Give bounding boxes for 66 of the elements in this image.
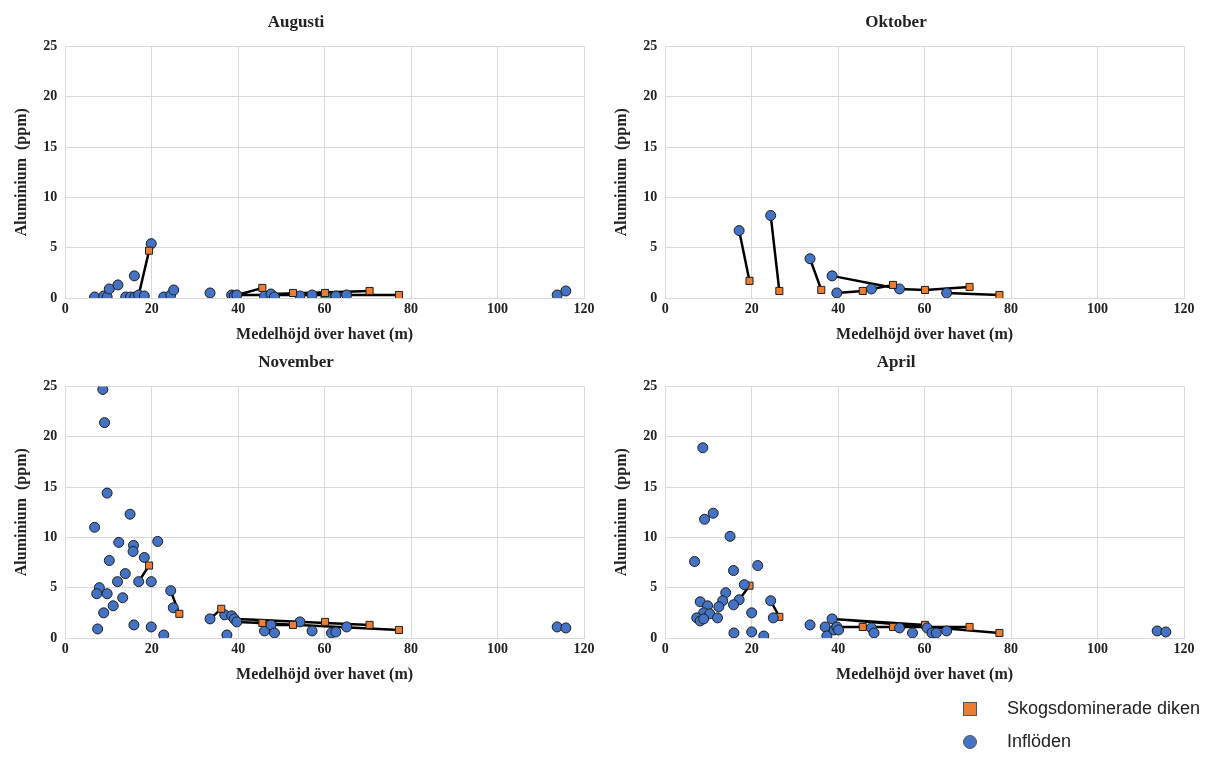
x-tick-label: 40 <box>231 641 246 657</box>
x-axis-title: Medelhöjd över havet (m) <box>836 324 1014 343</box>
x-tick-label: 100 <box>487 641 509 657</box>
x-tick-label: 100 <box>1087 301 1109 317</box>
y-tick-label: 20 <box>643 88 658 104</box>
y-tick-label: 20 <box>43 88 58 104</box>
x-tick-label: 60 <box>917 301 932 317</box>
x-tick-label: 120 <box>573 641 595 657</box>
x-tick-label: 60 <box>917 641 932 657</box>
y-tick-label: 0 <box>650 629 658 645</box>
x-tick-label: 0 <box>61 641 69 657</box>
legend-label: Inflöden <box>1006 731 1071 752</box>
x-axis-title: Medelhöjd över havet (m) <box>236 664 414 683</box>
y-tick-label: 20 <box>43 428 58 444</box>
x-tick-label: 80 <box>404 641 419 657</box>
y-tick-label: 5 <box>650 579 658 595</box>
y-axis-title: Aluminium (ppm) <box>11 108 30 237</box>
x-tick-label: 120 <box>573 301 595 317</box>
y-tick-label: 25 <box>643 38 658 54</box>
y-tick-label: 15 <box>643 478 658 494</box>
x-tick-label: 0 <box>661 301 669 317</box>
y-tick-label: 15 <box>43 138 58 154</box>
x-tick-label: 40 <box>831 641 846 657</box>
x-tick-label: 100 <box>487 301 509 317</box>
x-axis-title: Medelhöjd över havet (m) <box>836 664 1014 683</box>
y-axis-title: Aluminium (ppm) <box>611 108 630 237</box>
x-tick-label: 100 <box>1087 641 1109 657</box>
y-tick-label: 25 <box>43 378 58 394</box>
x-tick-label: 80 <box>1004 641 1019 657</box>
x-tick-label: 20 <box>144 641 159 657</box>
y-tick-label: 15 <box>43 478 58 494</box>
legend-label: Skogsdominerade diken <box>1006 698 1200 719</box>
chart-title: Oktober <box>865 11 928 31</box>
x-tick-label: 0 <box>61 301 69 317</box>
x-tick-label: 60 <box>317 301 332 317</box>
x-tick-label: 80 <box>404 301 419 317</box>
x-axis-title: Medelhöjd över havet (m) <box>236 324 414 343</box>
x-tick-label: 40 <box>231 301 246 317</box>
x-tick-label: 0 <box>661 641 669 657</box>
y-axis-title: Aluminium (ppm) <box>611 448 630 577</box>
y-tick-label: 0 <box>50 629 58 645</box>
y-tick-label: 10 <box>43 188 58 204</box>
y-tick-label: 5 <box>50 239 58 255</box>
y-tick-label: 10 <box>643 188 658 204</box>
y-tick-label: 15 <box>643 138 658 154</box>
x-tick-label: 120 <box>1173 641 1195 657</box>
y-tick-label: 25 <box>643 378 658 394</box>
x-tick-label: 120 <box>1173 301 1195 317</box>
chart-title: Augusti <box>267 11 325 31</box>
y-tick-label: 25 <box>43 38 58 54</box>
y-axis-title: Aluminium (ppm) <box>11 448 30 577</box>
y-tick-label: 0 <box>650 289 658 305</box>
x-tick-label: 60 <box>317 641 332 657</box>
y-tick-label: 0 <box>50 289 58 305</box>
y-tick-label: 20 <box>643 428 658 444</box>
y-tick-label: 10 <box>43 528 58 544</box>
x-tick-label: 20 <box>144 301 159 317</box>
y-tick-label: 5 <box>50 579 58 595</box>
x-tick-label: 40 <box>831 301 846 317</box>
y-tick-label: 5 <box>650 239 658 255</box>
x-tick-label: 20 <box>744 301 759 317</box>
x-tick-label: 80 <box>1004 301 1019 317</box>
chart-title: April <box>876 351 916 371</box>
y-tick-label: 10 <box>643 528 658 544</box>
chart-title: November <box>258 351 335 371</box>
x-tick-label: 20 <box>744 641 759 657</box>
